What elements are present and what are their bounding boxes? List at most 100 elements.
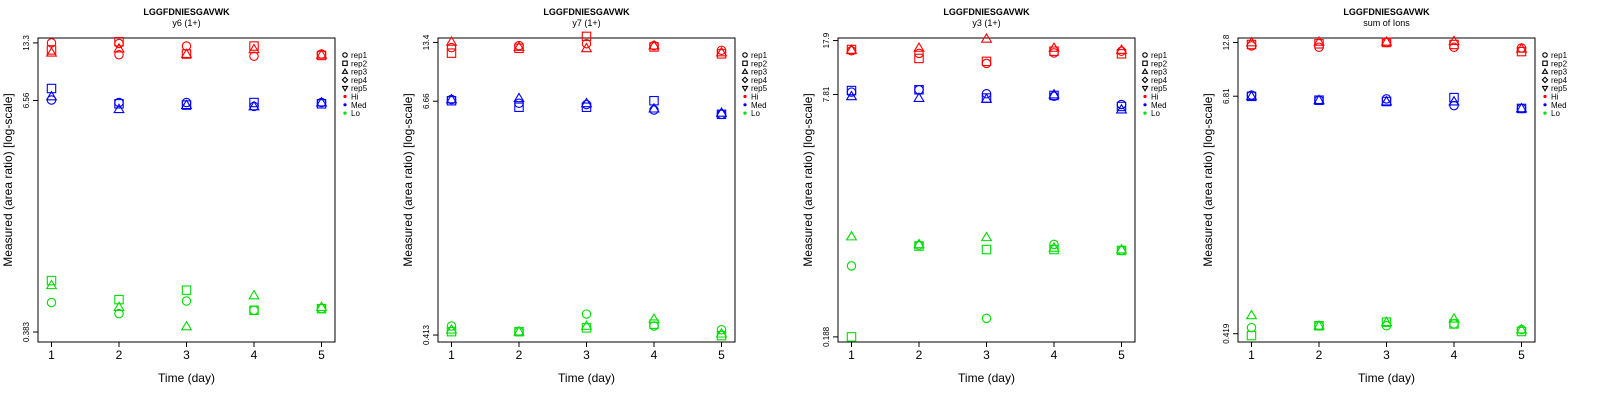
data-point-med-rep3 [513, 92, 525, 103]
data-point-med-rep2 [1449, 92, 1459, 103]
data-point-hi-rep3 [248, 43, 260, 54]
legend-marker-rep3 [341, 67, 349, 74]
chart-subtitle: y7 (1+) [572, 18, 600, 28]
legend-label: rep5 [751, 84, 768, 93]
data-point-lo-rep1 [846, 261, 857, 271]
x-tick-label: 2 [916, 348, 923, 362]
data-point-hi-rep2 [1381, 37, 1392, 48]
data-point-med-rep3 [45, 90, 58, 101]
legend-marker-hi [343, 94, 347, 99]
legend-label: rep3 [751, 68, 768, 77]
y-axis-label: Measured (area ratio) [log-scale] [401, 93, 415, 266]
y-axis-label: Measured (area ratio) [log-scale] [801, 93, 815, 266]
data-point-hi-rep3 [913, 41, 925, 52]
data-point-hi-rep3 [513, 41, 525, 51]
data-point-med-rep3 [580, 97, 593, 108]
legend-label: rep3 [1151, 68, 1168, 77]
y-tick-label: 0.419 [1222, 323, 1231, 344]
legend-label: rep1 [1551, 51, 1568, 60]
data-point-lo-rep3 [180, 320, 193, 331]
data-point-lo-rep3 [1115, 243, 1128, 254]
legend-marker-lo [1143, 111, 1147, 115]
legend-label: rep2 [1551, 59, 1568, 68]
legend-label: Lo [351, 109, 360, 118]
x-tick-label: 1 [448, 348, 455, 362]
legend-marker-med [1543, 103, 1547, 107]
x-tick-label: 3 [1383, 348, 1390, 362]
data-point-hi-rep1 [581, 38, 592, 49]
data-point-lo-rep3 [1245, 309, 1258, 320]
legend-marker-rep2 [742, 60, 748, 67]
legend-marker-lo [343, 111, 347, 115]
y-tick-label: 0.188 [822, 326, 831, 347]
legend-marker-rep3 [1141, 67, 1149, 74]
legend-marker-med [1143, 103, 1147, 107]
legend-marker-rep4 [1541, 76, 1549, 84]
legend-label: Hi [1551, 93, 1559, 102]
legend-label: rep2 [751, 59, 768, 68]
legend-label: rep5 [351, 84, 368, 93]
data-point-hi-rep2 [914, 53, 924, 64]
data-point-lo-rep3 [648, 313, 660, 323]
data-point-lo-rep3 [1048, 241, 1060, 252]
data-point-lo-rep1 [446, 321, 457, 331]
legend-label: rep1 [351, 51, 368, 60]
data-point-hi-rep2 [316, 50, 327, 61]
data-point-med-rep2 [846, 85, 857, 96]
data-point-med-rep2 [649, 95, 659, 106]
data-point-med-rep2 [46, 83, 57, 94]
data-point-lo-rep3 [845, 230, 858, 241]
data-point-lo-rep3 [513, 325, 525, 336]
legend-marker-rep1 [1142, 52, 1148, 58]
legend-marker-rep4 [341, 76, 349, 84]
legend-label: rep5 [1151, 84, 1168, 93]
data-point-lo-rep2 [249, 305, 259, 316]
legend-label: rep2 [351, 59, 368, 68]
y-tick-label: 13.3 [22, 35, 31, 51]
data-point-lo-rep1 [316, 303, 327, 314]
y-tick-label: 7.81 [822, 86, 831, 102]
x-tick-label: 3 [183, 348, 190, 362]
chart-subtitle: y3 (1+) [972, 18, 1000, 28]
data-point-hi-rep1 [1314, 42, 1324, 53]
data-point-med-rep3 [113, 103, 125, 114]
data-point-med-rep2 [1116, 101, 1127, 112]
data-point-hi-rep3 [980, 32, 993, 43]
legend-marker-rep1 [1542, 52, 1548, 58]
legend-marker-rep1 [742, 52, 748, 58]
legend-marker-hi [1143, 94, 1147, 99]
legend-marker-rep4 [741, 76, 749, 84]
data-point-lo-rep3 [715, 327, 728, 338]
x-tick-label: 5 [718, 348, 725, 362]
data-point-lo-rep1 [1449, 319, 1459, 329]
legend-label: rep4 [751, 76, 768, 85]
legend-marker-rep5 [341, 85, 349, 92]
x-tick-label: 2 [516, 348, 523, 362]
legend-label: Hi [1151, 93, 1159, 102]
data-point-med-rep3 [648, 102, 660, 113]
y-tick-label: 0.383 [22, 321, 31, 342]
data-point-med-rep3 [180, 99, 193, 110]
data-point-med-rep1 [649, 105, 659, 115]
data-point-hi-rep3 [113, 42, 125, 53]
legend-marker-rep2 [1542, 60, 1548, 67]
data-point-med-rep3 [1448, 95, 1460, 106]
data-point-med-rep2 [514, 102, 524, 112]
data-point-lo-rep1 [1049, 239, 1059, 250]
plot-frame [437, 37, 736, 343]
data-point-med-rep2 [581, 102, 592, 112]
data-point-med-rep3 [980, 92, 993, 103]
data-point-lo-rep1 [716, 324, 727, 335]
x-axis-label: Time (day) [1358, 371, 1415, 385]
data-point-hi-rep1 [914, 48, 924, 59]
x-tick-label: 1 [848, 348, 855, 362]
data-point-hi-rep2 [46, 45, 57, 55]
legend-label: rep5 [1551, 84, 1568, 93]
data-point-lo-rep2 [846, 332, 857, 342]
data-point-hi-rep1 [249, 51, 259, 61]
legend-label: rep4 [351, 76, 368, 85]
legend-label: rep4 [1151, 76, 1168, 85]
chart-title: LGGFDNIESGAVWK [543, 7, 630, 17]
data-point-med-rep2 [114, 99, 124, 109]
